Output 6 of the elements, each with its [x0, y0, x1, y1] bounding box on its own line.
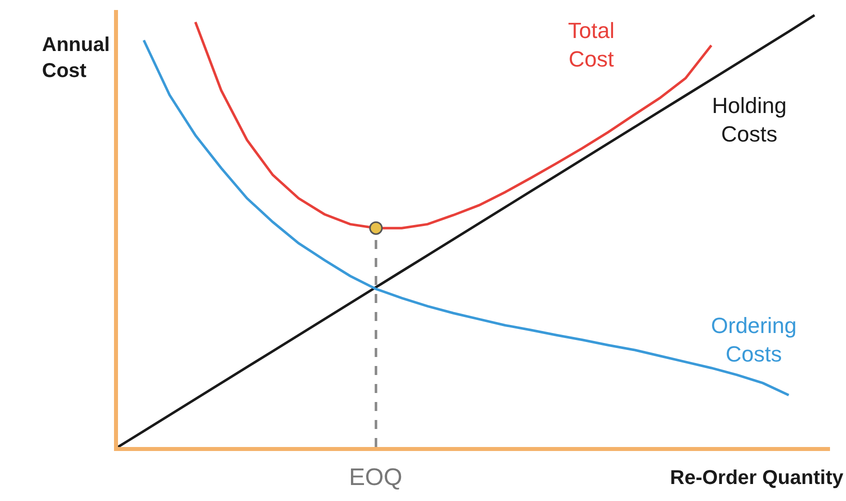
series-label: Holding Costs [712, 93, 787, 147]
text: Total Cost [568, 18, 614, 72]
series-label: Ordering Costs [711, 313, 797, 367]
y-axis-title: Annual Cost [42, 34, 110, 82]
x-axis-title: Re-Order Quantity [670, 467, 844, 489]
text: EOQ [349, 464, 402, 491]
